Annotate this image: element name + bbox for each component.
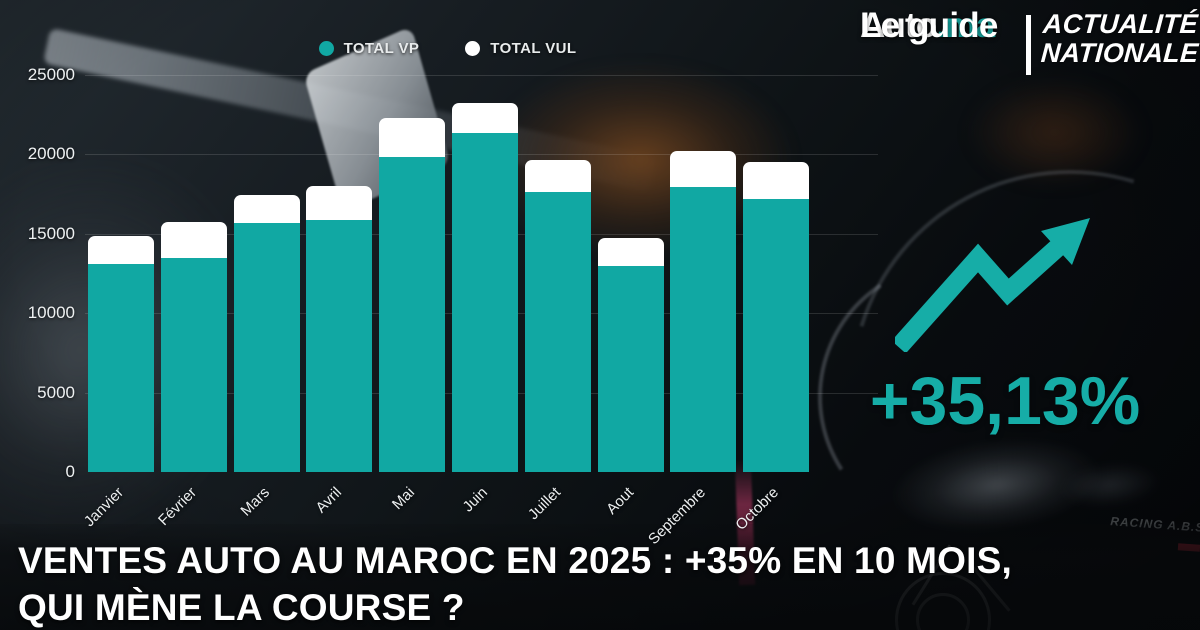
legend-item-total-vp: TOTAL VP	[318, 39, 420, 57]
bar-octobre-vp	[743, 198, 810, 472]
logo-tagline: ACTUALITÉ NATIONALE	[1039, 9, 1200, 69]
trend-up-arrow-icon	[895, 218, 1090, 352]
growth-percent: +35,13%	[869, 363, 1141, 439]
logo-tagline-line1: ACTUALITÉ	[1042, 9, 1199, 39]
y-axis-tick-label: 5000	[37, 382, 75, 402]
bar-septembre-vul	[670, 151, 737, 187]
legend-label: TOTAL VP	[343, 39, 420, 57]
bar-aout-vul	[597, 237, 664, 266]
bar-septembre-vp	[670, 186, 737, 472]
bar-fevrier-vul	[160, 221, 227, 258]
bottom-shade-band	[0, 524, 1200, 630]
gridline	[85, 75, 878, 76]
bar-juin-vul	[452, 102, 518, 133]
bar-octobre-vul	[743, 162, 810, 199]
headline-line2: QUI MÈNE LA COURSE ?	[18, 586, 465, 628]
logo-ma-suffix: .ma	[936, 6, 996, 45]
bar-avril-vp	[306, 219, 373, 472]
bar-juillet-vul	[524, 159, 591, 192]
logo-name: Le guide Auto.ma	[860, 8, 1025, 43]
logo-name-line1: Le guide	[860, 6, 998, 45]
headline-line1: VENTES AUTO AU MAROC EN 2025 : +35% EN 1…	[18, 540, 1012, 581]
bar-mars-vul	[233, 194, 300, 223]
logo-name-line2: Auto.ma	[860, 8, 1025, 43]
bar-juillet-vp	[524, 191, 591, 472]
legend-item-total-vul: TOTAL VUL	[465, 40, 576, 57]
logo-tagline-line2: NATIONALE	[1039, 38, 1200, 69]
bar-janvier-vp	[88, 263, 154, 472]
y-axis-tick-label: 0	[65, 462, 75, 481]
legend-label: TOTAL VUL	[490, 39, 577, 57]
bar-aout-vp	[597, 265, 664, 472]
y-axis-tick-label: 15000	[27, 223, 75, 243]
bar-avril-vul	[306, 186, 373, 220]
bar-mai-vul	[379, 117, 446, 157]
bar-mars-vp	[233, 222, 300, 472]
brand-logo: Le guide Auto.ma ACTUALITÉ NATIONALE	[860, 8, 1199, 82]
y-axis-tick-label: 10000	[27, 303, 75, 323]
legend-dot-icon	[318, 40, 334, 56]
y-axis-tick-label: 25000	[27, 65, 75, 84]
logo-name-auto: Auto	[860, 6, 937, 45]
y-axis-tick-label: 20000	[27, 144, 75, 164]
bar-janvier-vul	[88, 236, 154, 264]
chart-legend: TOTAL VP TOTAL VUL	[85, 36, 810, 60]
bar-fevrier-vp	[160, 257, 227, 472]
car-body-reflection	[930, 55, 1180, 210]
logo-divider	[1026, 15, 1031, 75]
bar-mai-vp	[379, 156, 446, 472]
bar-juin-vp	[452, 132, 518, 472]
legend-dot-icon	[465, 40, 481, 56]
headline: VENTES AUTO AU MAROC EN 2025 : +35% EN 1…	[18, 538, 1118, 630]
